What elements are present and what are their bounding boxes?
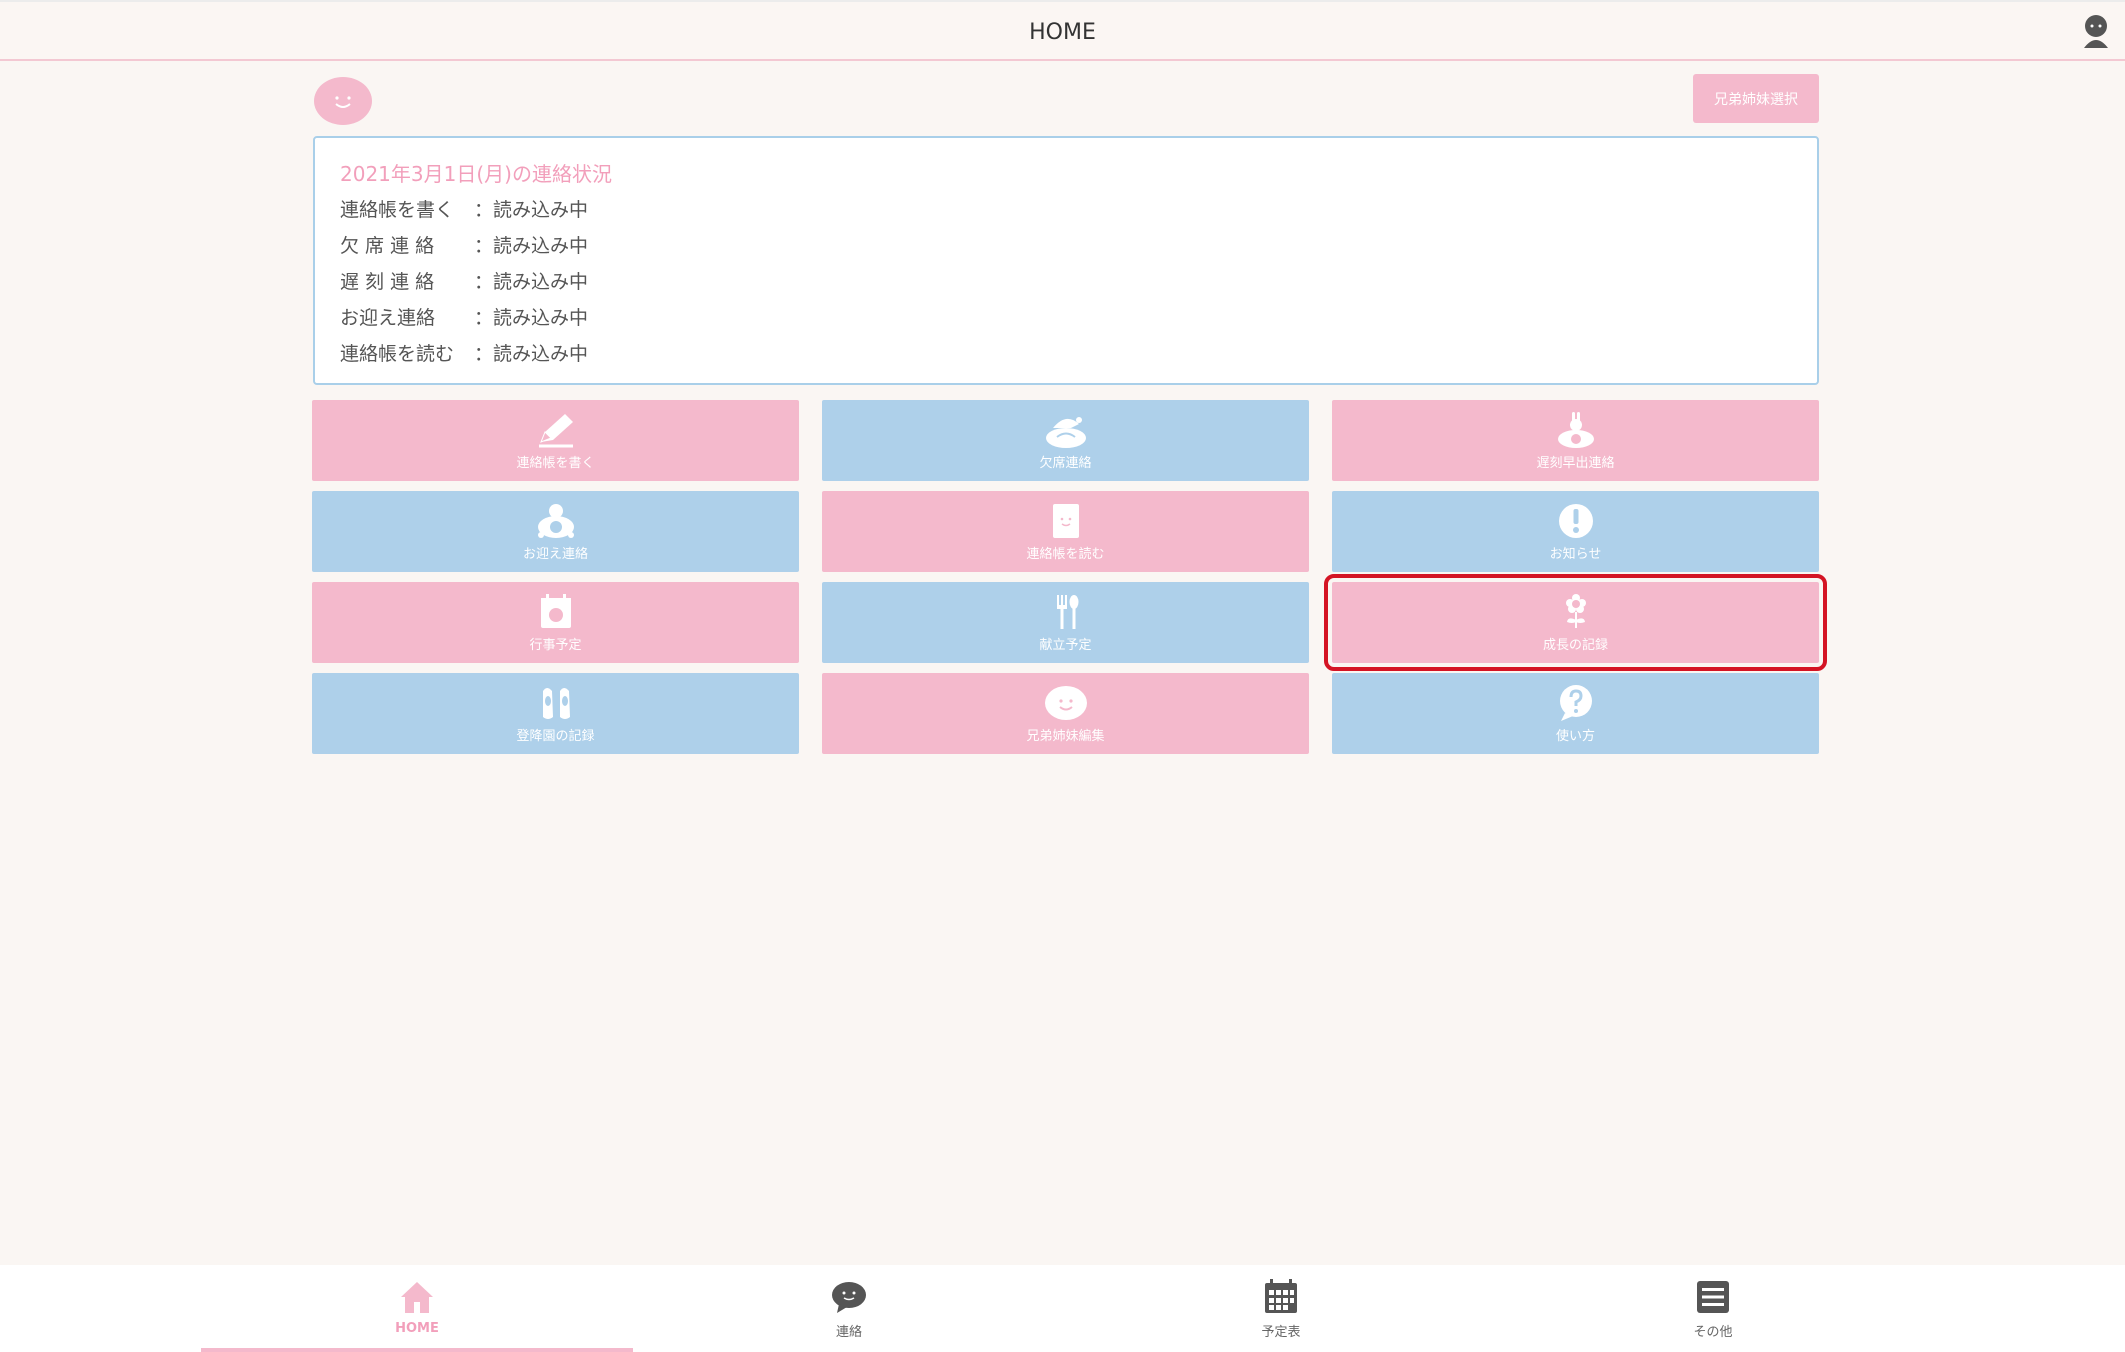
tile-menu[interactable]: 献立予定 <box>822 582 1309 663</box>
tile-absence[interactable]: 欠席連絡 <box>822 400 1309 481</box>
tile-events[interactable]: 行事予定 <box>312 582 799 663</box>
bottom-navigation: HOME 連絡 予定表 <box>0 1265 2125 1352</box>
notebook-icon <box>1052 504 1079 538</box>
contact-status-panel: 2021年3月1日(月)の連絡状況 連絡帳を書く ：読み込み中 欠 席 連 絡 ：… <box>313 136 1819 385</box>
nav-schedule[interactable]: 予定表 <box>1065 1265 1497 1352</box>
calendar-icon <box>540 594 571 628</box>
status-row-read-notebook: 連絡帳を読む ：読み込み中 <box>340 343 589 365</box>
tile-sibling-edit[interactable]: 兄弟姉妹編集 <box>822 673 1309 754</box>
nav-home[interactable]: HOME <box>201 1265 633 1352</box>
tile-read-notebook[interactable]: 連絡帳を読む <box>822 491 1309 572</box>
shoes-icon <box>542 688 570 719</box>
turtle-rabbit-icon <box>1557 412 1594 448</box>
menu-icon <box>1697 1281 1729 1313</box>
status-title: 2021年3月1日(月)の連絡状況 <box>340 162 612 186</box>
tile-write-notebook[interactable]: 連絡帳を書く <box>312 400 799 481</box>
turtle-icon <box>537 504 574 538</box>
status-row-pickup: お迎え連絡 ：読み込み中 <box>340 307 589 329</box>
tile-attendance-record[interactable]: 登降園の記録 <box>312 673 799 754</box>
flower-icon <box>1565 594 1586 628</box>
turtle-sleeping-icon <box>1045 417 1086 448</box>
question-icon <box>1559 685 1592 721</box>
sibling-select-button[interactable]: 兄弟姉妹選択 <box>1693 74 1819 123</box>
user-profile-icon[interactable] <box>2081 14 2111 50</box>
fork-spoon-icon <box>1056 595 1078 629</box>
status-row-write-notebook: 連絡帳を書く ：読み込み中 <box>340 199 589 221</box>
tile-late-early[interactable]: 遅刻早出連絡 <box>1332 400 1819 481</box>
exclamation-icon <box>1558 504 1593 538</box>
top-header: HOME <box>0 0 2125 61</box>
status-row-absence: 欠 席 連 絡 ：読み込み中 <box>340 235 589 257</box>
smiley-icon <box>1044 686 1087 720</box>
menu-grid: 連絡帳を書く 欠席連絡 遅刻早出連絡 お迎え連絡 <box>312 400 1827 756</box>
tile-how-to-use[interactable]: 使い方 <box>1332 673 1819 754</box>
nav-other[interactable]: その他 <box>1497 1265 1929 1352</box>
page-title: HOME <box>1029 20 1096 45</box>
calendar-grid-icon <box>1265 1279 1297 1313</box>
status-row-late: 遅 刻 連 絡 ：読み込み中 <box>340 271 589 293</box>
tile-pickup[interactable]: お迎え連絡 <box>312 491 799 572</box>
chat-icon <box>832 1282 866 1313</box>
tile-notices[interactable]: お知らせ <box>1332 491 1819 572</box>
child-avatar-icon[interactable] <box>313 76 373 126</box>
active-tab-indicator <box>201 1348 633 1352</box>
pencil-icon <box>538 414 573 448</box>
nav-contact[interactable]: 連絡 <box>633 1265 1065 1352</box>
tile-growth-record[interactable]: 成長の記録 <box>1324 574 1827 671</box>
home-icon <box>401 1282 433 1313</box>
